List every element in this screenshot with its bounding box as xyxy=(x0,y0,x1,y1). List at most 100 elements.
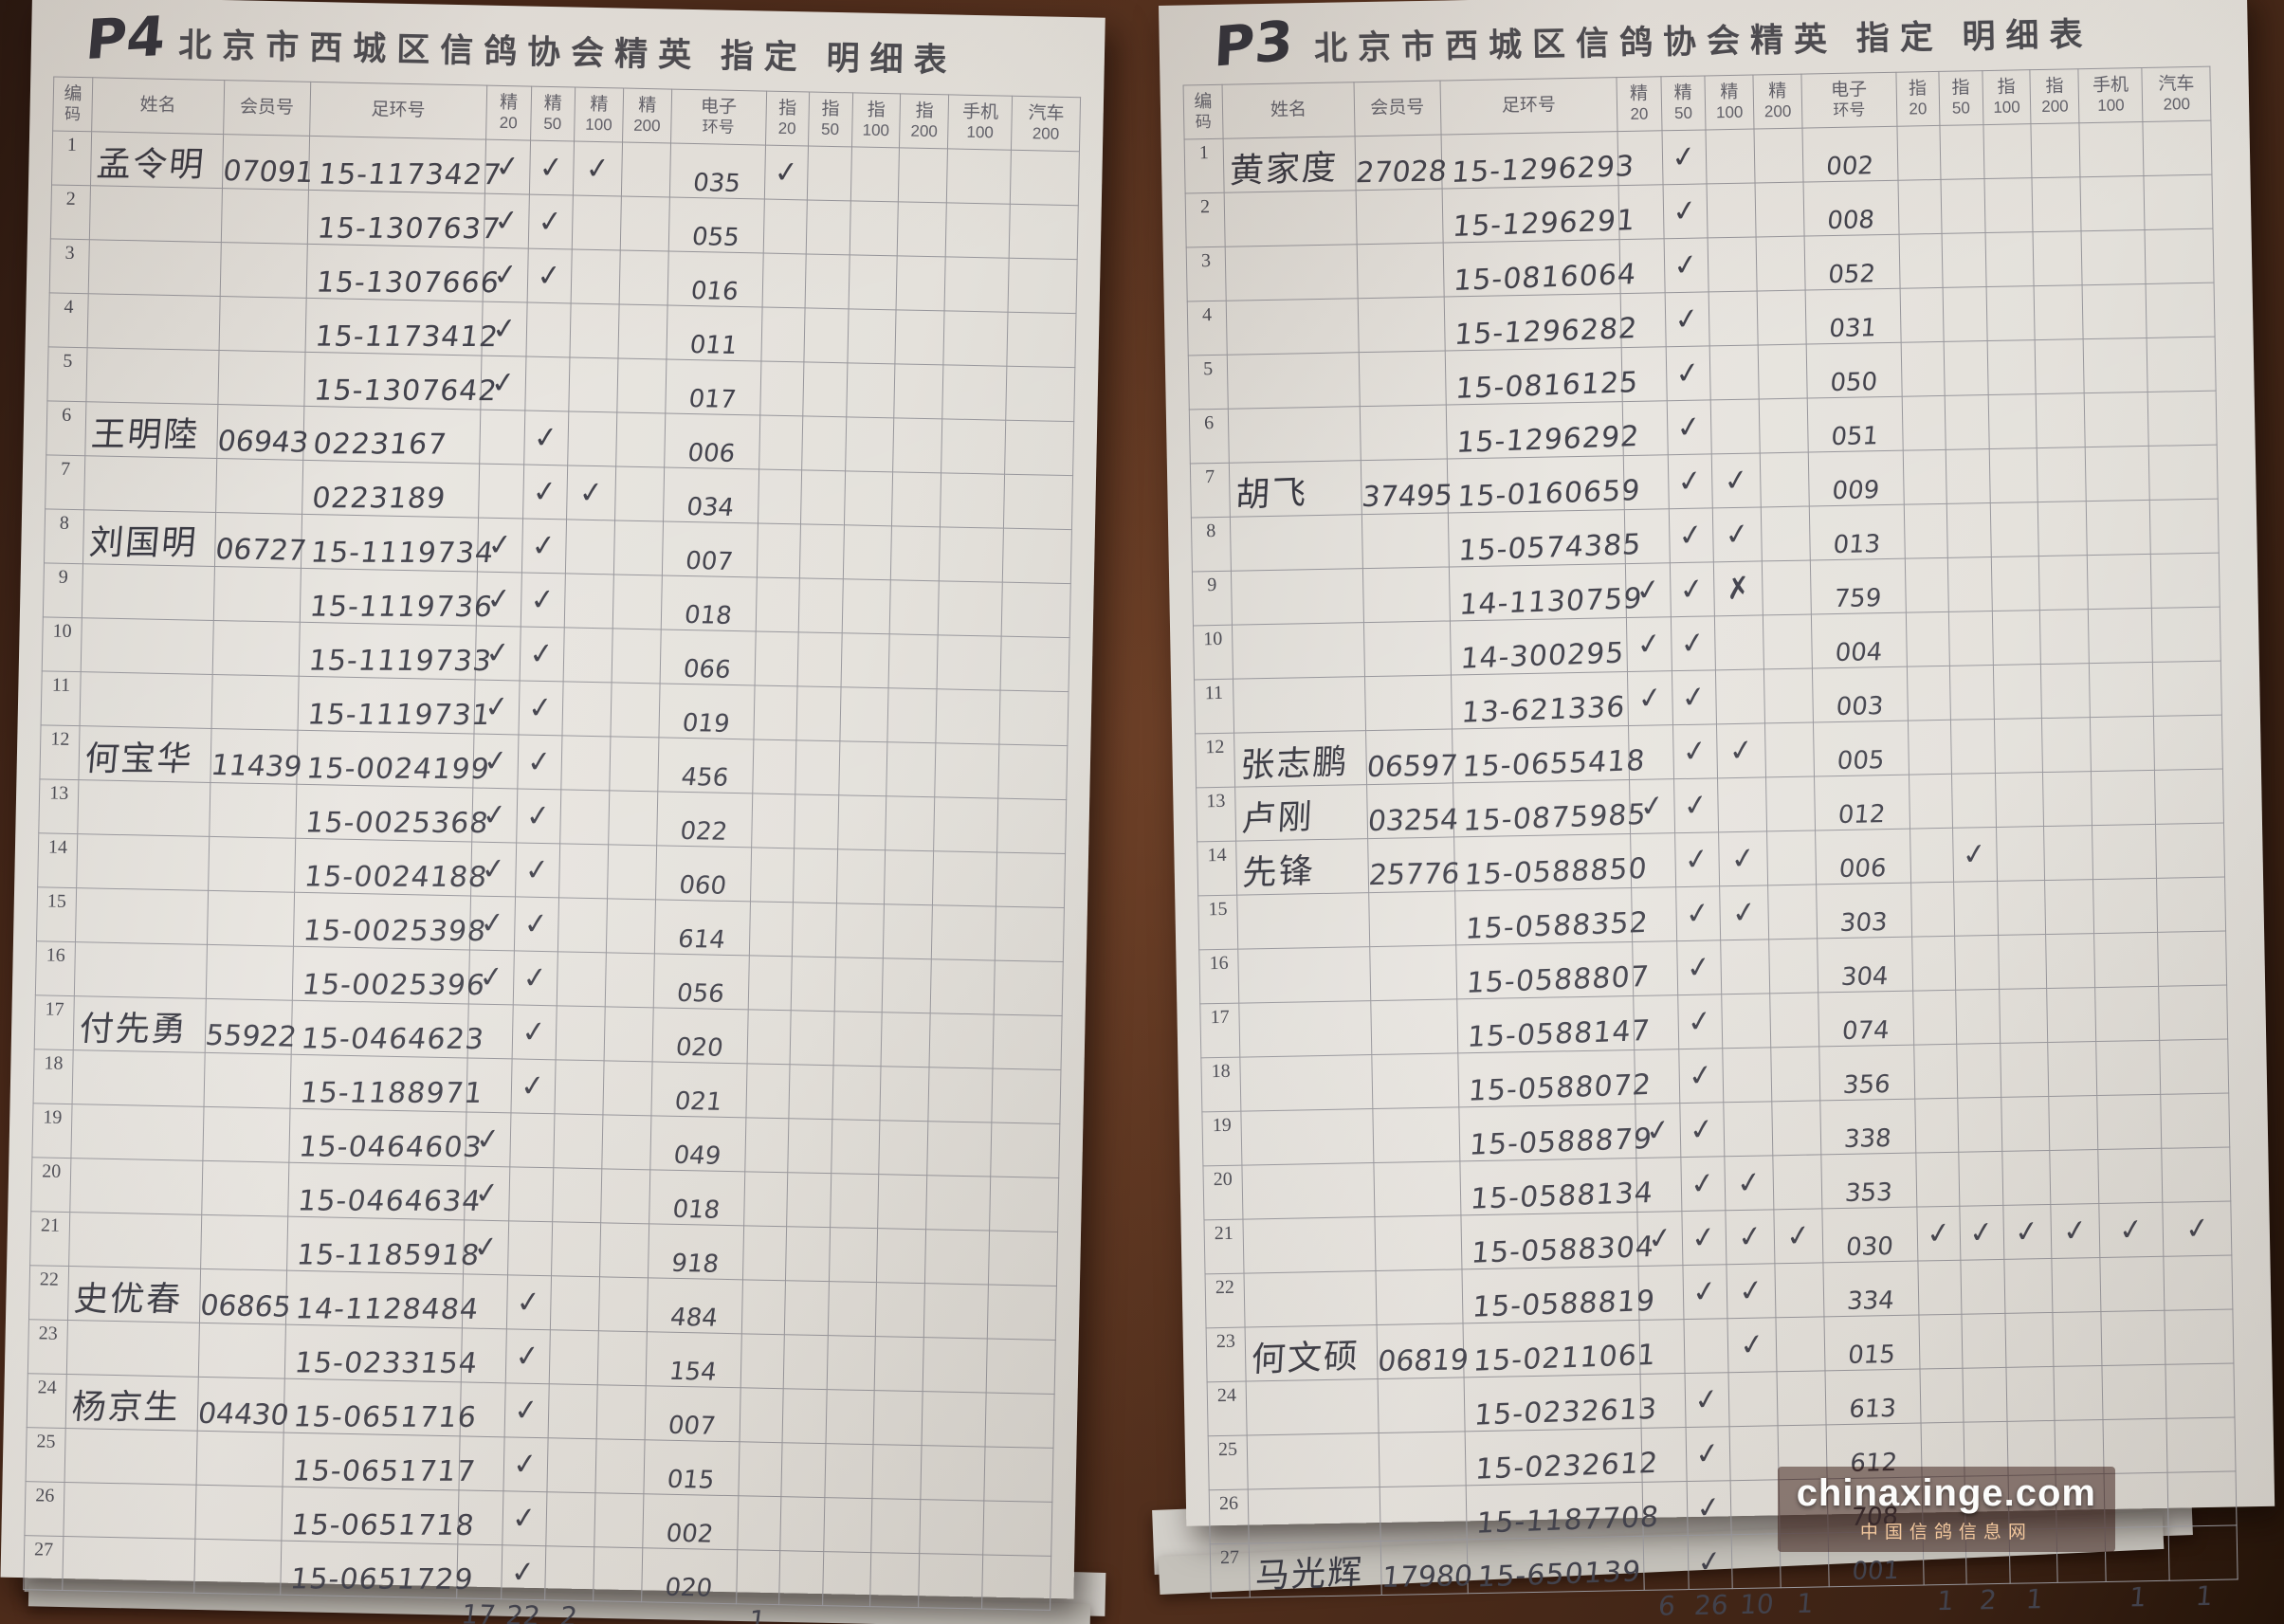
row-number: 6 xyxy=(46,400,87,456)
designate-checkmark xyxy=(2156,877,2226,933)
designate-checkmark xyxy=(991,1122,1060,1178)
designate-checkmark xyxy=(1915,1152,1960,1208)
designate-checkmark xyxy=(760,307,806,362)
designate-checkmark xyxy=(984,1446,1053,1503)
designate-checkmark xyxy=(2037,447,2087,502)
designate-checkmark xyxy=(1953,881,1999,937)
member-number xyxy=(219,242,308,299)
designate-checkmark xyxy=(2053,1311,2103,1367)
designate-checkmark xyxy=(2079,121,2145,177)
member-number xyxy=(202,1106,290,1163)
ring-number: 15-0025368 xyxy=(295,784,490,842)
designate-checkmark xyxy=(797,631,842,687)
designate-checkmark xyxy=(941,418,1007,475)
designate-checkmark xyxy=(762,199,808,254)
designate-checkmark xyxy=(2154,769,2224,825)
designate-checkmark xyxy=(793,848,838,903)
grade-checkmark xyxy=(507,1220,553,1276)
designate-checkmark xyxy=(874,1336,924,1392)
designate-checkmark xyxy=(897,201,947,257)
designate-checkmark xyxy=(1941,178,1985,234)
designate-checkmark xyxy=(1896,125,1942,181)
grade-checkmark: ✓ xyxy=(1663,237,1709,293)
member-number: 17980 xyxy=(1380,1539,1473,1596)
column-total: 26 xyxy=(1692,1589,1729,1621)
designate-checkmark xyxy=(1946,502,1991,558)
designate-checkmark xyxy=(838,740,888,796)
designate-checkmark xyxy=(2003,1258,2054,1314)
designate-checkmark xyxy=(943,310,1009,367)
ring-number: 0223167 xyxy=(302,406,481,465)
electronic-ring-number: 918 xyxy=(648,1223,744,1280)
electronic-ring-number: 021 xyxy=(650,1061,747,1118)
col-header: 指 20 xyxy=(1895,71,1940,127)
grade-checkmark xyxy=(1683,1318,1729,1374)
ring-number: 15-1119734 xyxy=(301,514,496,573)
grade-checkmark: ✓ xyxy=(1727,1317,1778,1373)
designate-checkmark xyxy=(754,630,799,686)
member-number xyxy=(1379,1485,1467,1542)
column-total: 1 xyxy=(2128,1581,2148,1614)
grade-checkmark xyxy=(525,302,572,357)
grade-checkmark: ✓ xyxy=(519,626,565,682)
owner-name: 胡飞 xyxy=(1229,460,1362,518)
designate-checkmark xyxy=(931,904,996,961)
grade-checkmark xyxy=(596,1384,647,1440)
grade-checkmark: ✓ xyxy=(1711,452,1762,508)
owner-name xyxy=(1231,568,1364,626)
row-number: 10 xyxy=(42,616,82,672)
designate-checkmark xyxy=(1918,1314,1964,1370)
designate-checkmark xyxy=(779,1496,825,1552)
designate-checkmark xyxy=(998,744,1068,800)
col-header: 精 200 xyxy=(1752,74,1802,130)
grade-checkmark: ✓ xyxy=(1672,669,1717,725)
designate-checkmark xyxy=(929,1013,995,1069)
member-number xyxy=(1371,1052,1459,1109)
grade-checkmark: ✓ xyxy=(566,465,616,520)
designate-checkmark xyxy=(872,1444,923,1500)
grade-checkmark xyxy=(508,1166,554,1222)
column-total xyxy=(641,1602,736,1624)
ring-number: 15-0211061 xyxy=(1462,1320,1657,1378)
member-number: 06865 xyxy=(198,1268,293,1325)
row-number: 14 xyxy=(1197,841,1237,896)
owner-name xyxy=(1238,1000,1372,1058)
ring-number: 15-1296293 xyxy=(1440,131,1635,190)
grade-checkmark xyxy=(1759,398,1809,453)
designate-checkmark xyxy=(1961,1313,2006,1369)
ring-number: 15-0574385 xyxy=(1448,509,1643,568)
designate-checkmark xyxy=(921,1445,986,1501)
designate-checkmark xyxy=(2101,1310,2166,1366)
designate-checkmark xyxy=(2150,553,2220,609)
owner-name xyxy=(64,1428,197,1486)
designate-checkmark: ✓ xyxy=(2002,1204,2053,1260)
member-number: 03254 xyxy=(1366,782,1460,839)
row-number: 6 xyxy=(1189,409,1230,464)
designate-checkmark xyxy=(886,741,937,797)
electronic-ring-number: 613 xyxy=(1824,1369,1921,1425)
designate-checkmark xyxy=(1902,449,1947,505)
ring-number: 15-0464634 xyxy=(287,1162,483,1220)
row-number: 16 xyxy=(1198,949,1239,1004)
designate-checkmark xyxy=(2151,607,2221,663)
grade-checkmark xyxy=(563,627,613,683)
col-header: 精 20 xyxy=(485,85,532,141)
col-header: 编码 xyxy=(1183,84,1224,140)
col-header: 汽车 200 xyxy=(1011,96,1081,152)
row-number: 4 xyxy=(48,292,89,348)
grade-checkmark: ✓ xyxy=(1680,1156,1727,1212)
designate-checkmark xyxy=(2158,931,2227,987)
grade-checkmark xyxy=(555,1059,605,1115)
designate-checkmark xyxy=(1951,773,1997,829)
designate-checkmark xyxy=(2091,770,2156,826)
designate-checkmark xyxy=(790,1010,834,1066)
ring-number: 15-0025398 xyxy=(293,892,488,950)
electronic-ring-number: 019 xyxy=(658,683,755,739)
column-total: 1 xyxy=(2024,1583,2044,1615)
designate-checkmark xyxy=(786,1172,831,1228)
member-number xyxy=(195,1431,283,1487)
grade-checkmark xyxy=(568,356,618,412)
electronic-ring-number: 303 xyxy=(1816,883,1912,939)
designate-checkmark xyxy=(2146,283,2216,338)
designate-checkmark xyxy=(1960,1259,2005,1315)
